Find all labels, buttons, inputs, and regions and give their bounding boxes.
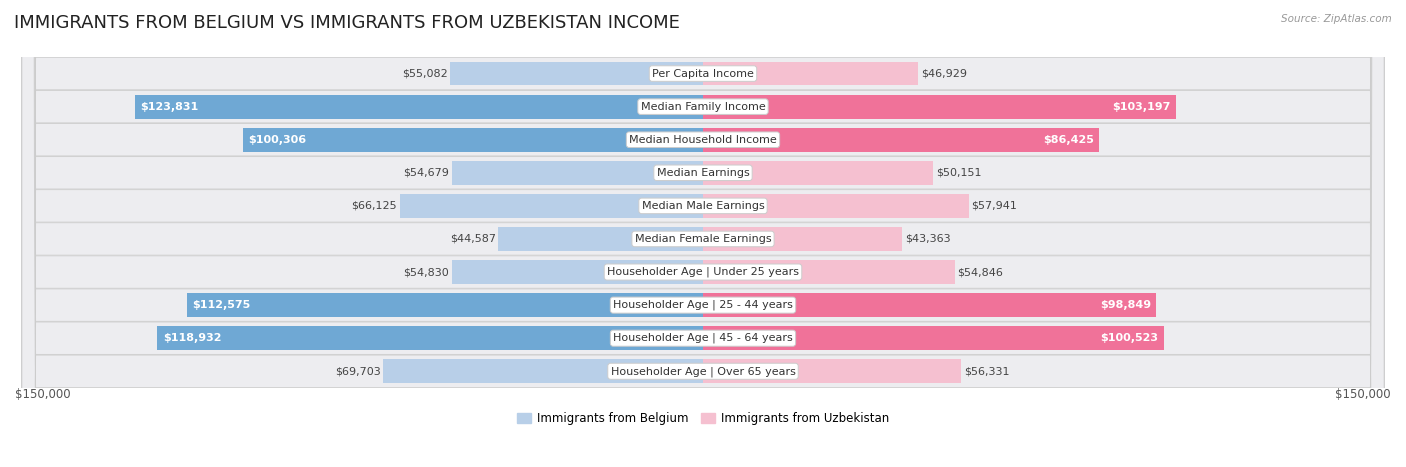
FancyBboxPatch shape xyxy=(22,0,1384,467)
Bar xyxy=(703,293,1156,317)
FancyBboxPatch shape xyxy=(22,0,1384,467)
Bar xyxy=(384,360,703,383)
Text: Median Household Income: Median Household Income xyxy=(628,134,778,145)
Bar xyxy=(703,62,918,85)
Bar xyxy=(703,95,1177,119)
Text: Per Capita Income: Per Capita Income xyxy=(652,69,754,78)
Text: $103,197: $103,197 xyxy=(1112,102,1171,112)
FancyBboxPatch shape xyxy=(22,0,1384,467)
Text: Median Female Earnings: Median Female Earnings xyxy=(634,234,772,244)
FancyBboxPatch shape xyxy=(22,0,1384,467)
Text: $57,941: $57,941 xyxy=(972,201,1018,211)
Bar xyxy=(703,161,934,185)
FancyBboxPatch shape xyxy=(22,0,1384,467)
Text: $46,929: $46,929 xyxy=(921,69,967,78)
Bar xyxy=(450,62,703,85)
Text: Householder Age | Under 25 years: Householder Age | Under 25 years xyxy=(607,267,799,277)
Bar xyxy=(499,227,703,251)
Text: Householder Age | 45 - 64 years: Householder Age | 45 - 64 years xyxy=(613,333,793,343)
Bar xyxy=(703,227,901,251)
Text: Householder Age | Over 65 years: Householder Age | Over 65 years xyxy=(610,366,796,376)
Text: $118,932: $118,932 xyxy=(163,333,222,343)
Text: Householder Age | 25 - 44 years: Householder Age | 25 - 44 years xyxy=(613,300,793,311)
Text: $55,082: $55,082 xyxy=(402,69,447,78)
Text: $150,000: $150,000 xyxy=(15,388,70,401)
Text: IMMIGRANTS FROM BELGIUM VS IMMIGRANTS FROM UZBEKISTAN INCOME: IMMIGRANTS FROM BELGIUM VS IMMIGRANTS FR… xyxy=(14,14,681,32)
Text: $150,000: $150,000 xyxy=(1336,388,1391,401)
Bar xyxy=(243,128,703,152)
Text: Median Male Earnings: Median Male Earnings xyxy=(641,201,765,211)
Text: $100,306: $100,306 xyxy=(249,134,307,145)
Text: $66,125: $66,125 xyxy=(352,201,396,211)
Text: $56,331: $56,331 xyxy=(965,366,1010,376)
FancyBboxPatch shape xyxy=(22,0,1384,467)
FancyBboxPatch shape xyxy=(22,0,1384,467)
Bar xyxy=(703,128,1099,152)
Bar xyxy=(703,326,1164,350)
Text: Median Earnings: Median Earnings xyxy=(657,168,749,178)
Text: $100,523: $100,523 xyxy=(1101,333,1159,343)
Text: $54,830: $54,830 xyxy=(404,267,449,277)
Text: $112,575: $112,575 xyxy=(193,300,250,310)
FancyBboxPatch shape xyxy=(22,0,1384,467)
Legend: Immigrants from Belgium, Immigrants from Uzbekistan: Immigrants from Belgium, Immigrants from… xyxy=(517,412,889,425)
Bar xyxy=(703,260,955,284)
Bar xyxy=(187,293,703,317)
Text: $54,846: $54,846 xyxy=(957,267,1004,277)
Bar xyxy=(703,360,962,383)
Bar xyxy=(703,194,969,218)
Text: $86,425: $86,425 xyxy=(1043,134,1094,145)
Text: $123,831: $123,831 xyxy=(141,102,198,112)
FancyBboxPatch shape xyxy=(22,0,1384,467)
Text: $50,151: $50,151 xyxy=(936,168,981,178)
Text: Median Family Income: Median Family Income xyxy=(641,102,765,112)
FancyBboxPatch shape xyxy=(22,0,1384,467)
Bar xyxy=(453,161,703,185)
Bar xyxy=(135,95,703,119)
Bar xyxy=(157,326,703,350)
Bar xyxy=(399,194,703,218)
Text: $43,363: $43,363 xyxy=(904,234,950,244)
Text: $54,679: $54,679 xyxy=(404,168,450,178)
Bar xyxy=(451,260,703,284)
Text: Source: ZipAtlas.com: Source: ZipAtlas.com xyxy=(1281,14,1392,24)
Text: $98,849: $98,849 xyxy=(1099,300,1152,310)
Text: $44,587: $44,587 xyxy=(450,234,496,244)
Text: $69,703: $69,703 xyxy=(335,366,381,376)
